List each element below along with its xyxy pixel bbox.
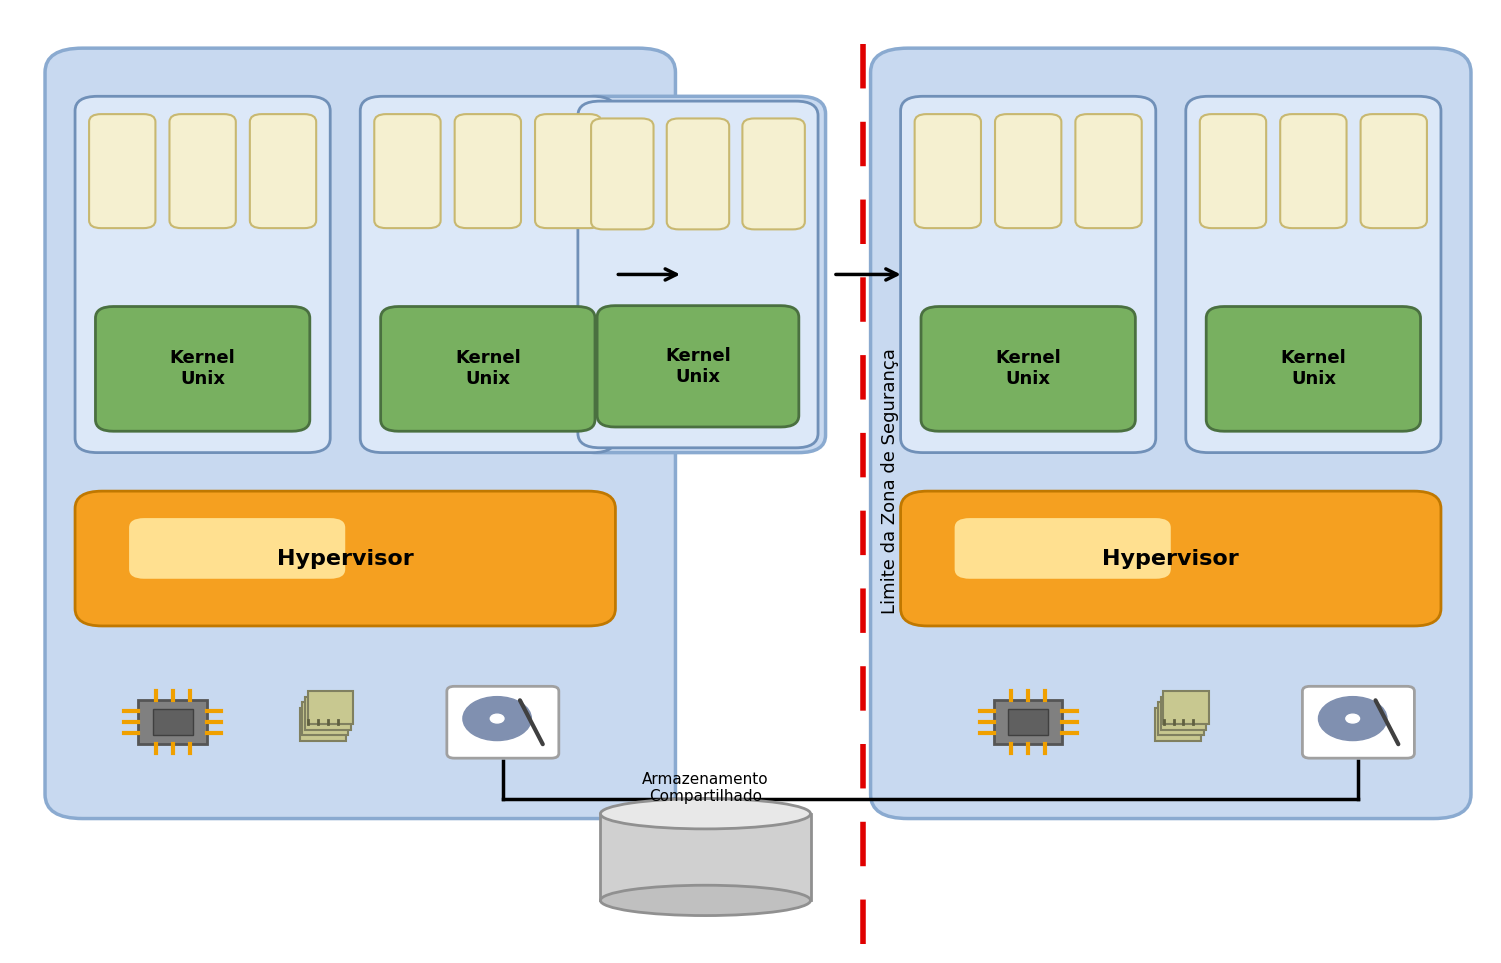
FancyBboxPatch shape — [138, 700, 207, 744]
FancyBboxPatch shape — [1163, 691, 1208, 724]
FancyBboxPatch shape — [303, 702, 348, 735]
FancyBboxPatch shape — [374, 114, 441, 228]
FancyBboxPatch shape — [1303, 687, 1414, 758]
FancyBboxPatch shape — [1360, 114, 1427, 228]
Circle shape — [1346, 715, 1360, 723]
Text: Armazenamento
Compartilhado: Armazenamento Compartilhado — [642, 771, 769, 804]
FancyBboxPatch shape — [1199, 114, 1267, 228]
Circle shape — [462, 696, 531, 741]
FancyBboxPatch shape — [75, 96, 330, 453]
FancyBboxPatch shape — [249, 114, 317, 228]
FancyBboxPatch shape — [447, 687, 558, 758]
FancyBboxPatch shape — [922, 306, 1135, 431]
FancyBboxPatch shape — [995, 114, 1061, 228]
FancyBboxPatch shape — [1075, 114, 1142, 228]
FancyBboxPatch shape — [743, 118, 805, 229]
FancyBboxPatch shape — [914, 114, 982, 228]
Ellipse shape — [600, 798, 811, 829]
FancyBboxPatch shape — [308, 691, 353, 724]
FancyBboxPatch shape — [96, 306, 309, 431]
FancyBboxPatch shape — [591, 118, 653, 229]
Text: Kernel
Unix: Kernel Unix — [170, 350, 236, 388]
Text: Kernel
Unix: Kernel Unix — [1280, 350, 1346, 388]
FancyBboxPatch shape — [1156, 708, 1201, 741]
FancyBboxPatch shape — [1186, 96, 1441, 453]
Text: Kernel
Unix: Kernel Unix — [455, 350, 521, 388]
Text: Kernel
Unix: Kernel Unix — [665, 347, 731, 386]
Text: Kernel
Unix: Kernel Unix — [995, 350, 1061, 388]
Circle shape — [1318, 696, 1387, 741]
Text: Limite da Zona de Segurança: Limite da Zona de Segurança — [881, 349, 899, 614]
FancyBboxPatch shape — [129, 518, 345, 579]
Text: Hypervisor: Hypervisor — [1102, 549, 1240, 568]
FancyBboxPatch shape — [1207, 306, 1420, 431]
FancyBboxPatch shape — [1159, 702, 1204, 735]
FancyBboxPatch shape — [381, 306, 594, 431]
FancyBboxPatch shape — [994, 700, 1063, 744]
FancyBboxPatch shape — [570, 96, 826, 453]
Text: Hypervisor: Hypervisor — [276, 549, 414, 568]
FancyBboxPatch shape — [1280, 114, 1346, 228]
FancyBboxPatch shape — [305, 696, 351, 730]
FancyBboxPatch shape — [89, 114, 156, 228]
FancyBboxPatch shape — [534, 114, 602, 228]
FancyBboxPatch shape — [75, 491, 615, 626]
FancyBboxPatch shape — [597, 305, 799, 427]
FancyBboxPatch shape — [1009, 710, 1048, 735]
FancyBboxPatch shape — [666, 118, 729, 229]
FancyBboxPatch shape — [153, 710, 192, 735]
FancyBboxPatch shape — [360, 96, 615, 453]
FancyBboxPatch shape — [300, 708, 345, 741]
FancyBboxPatch shape — [578, 101, 818, 448]
FancyBboxPatch shape — [45, 48, 675, 819]
FancyBboxPatch shape — [1160, 696, 1207, 730]
Circle shape — [491, 715, 504, 723]
FancyBboxPatch shape — [901, 491, 1441, 626]
FancyBboxPatch shape — [600, 814, 811, 900]
FancyBboxPatch shape — [455, 114, 521, 228]
FancyBboxPatch shape — [955, 518, 1171, 579]
Ellipse shape — [600, 885, 811, 916]
FancyBboxPatch shape — [871, 48, 1471, 819]
FancyBboxPatch shape — [901, 96, 1156, 453]
FancyBboxPatch shape — [170, 114, 236, 228]
